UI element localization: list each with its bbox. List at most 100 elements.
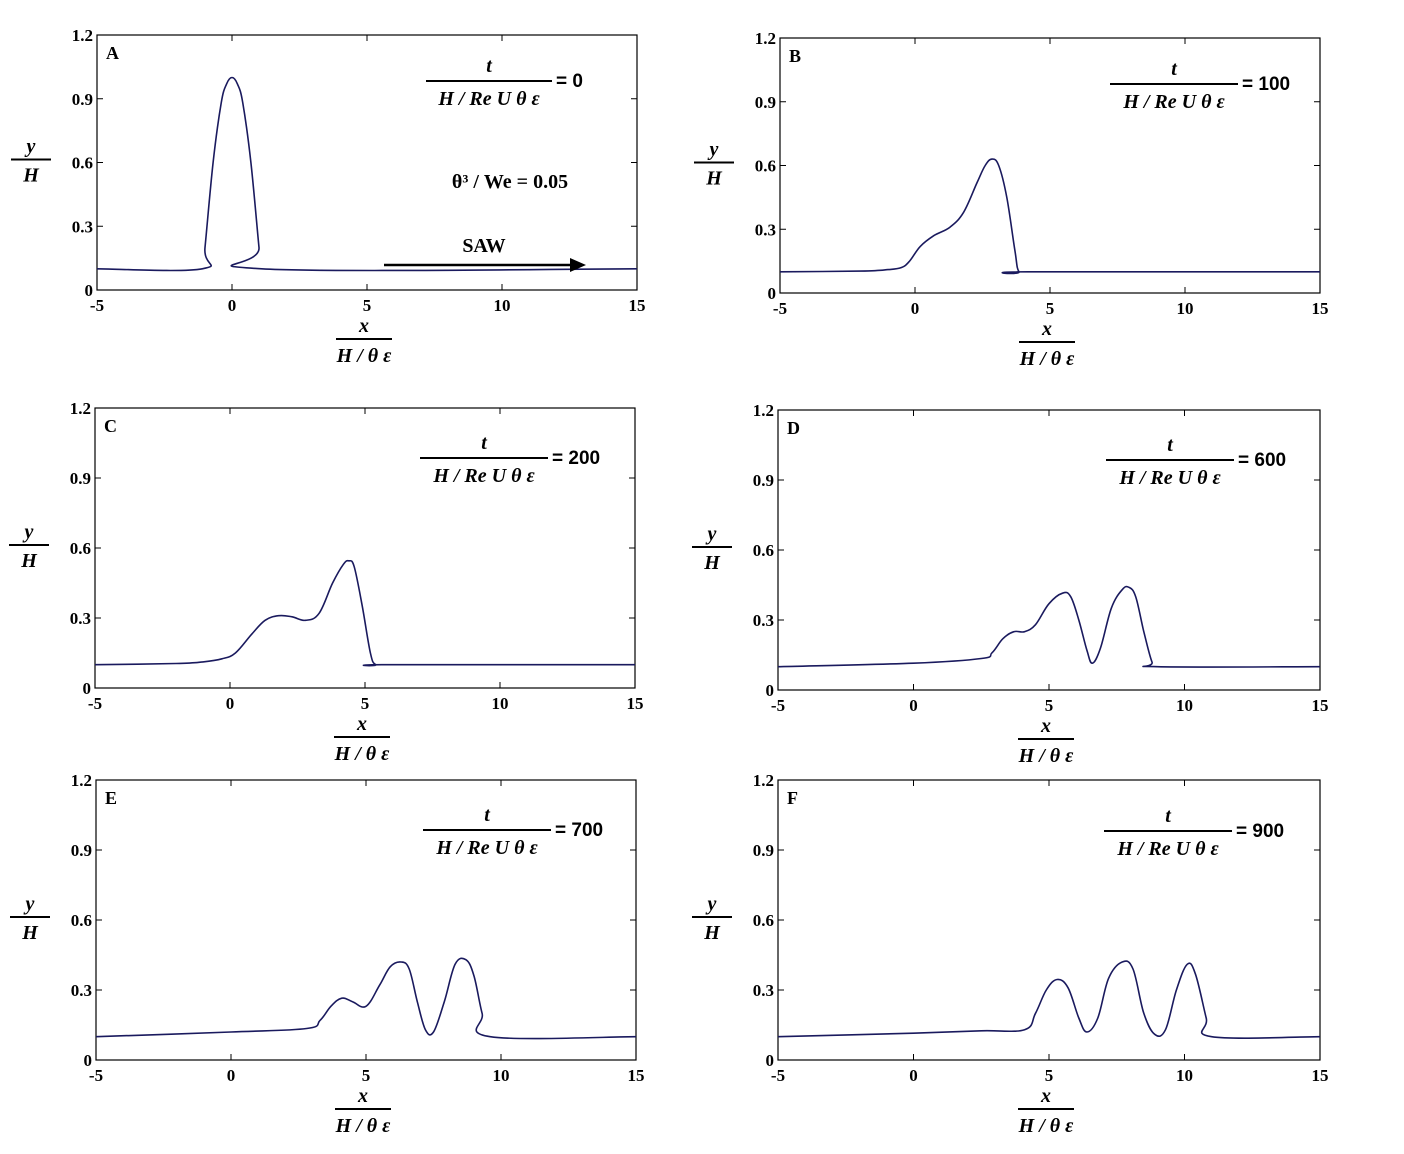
y-tick-label: 0.6 xyxy=(71,911,92,930)
x-tick-label: 15 xyxy=(627,694,644,713)
x-tick-label: -5 xyxy=(773,299,787,318)
x-tick-label: 10 xyxy=(1177,299,1194,318)
time-value: = 900 xyxy=(1236,821,1284,842)
y-axis-label-numerator: y xyxy=(708,139,719,161)
x-axis-label-denominator: H / θ ε xyxy=(1018,1115,1074,1137)
panel-letter: C xyxy=(104,416,117,436)
x-tick-label: 15 xyxy=(629,296,646,315)
x-tick-label: 0 xyxy=(226,694,235,713)
film-profile-line xyxy=(779,158,1320,275)
y-tick-label: 1.2 xyxy=(753,401,774,420)
x-tick-label: 15 xyxy=(628,1066,645,1085)
y-axis-label-denominator: H xyxy=(705,168,723,190)
film-profile-line xyxy=(777,585,1321,668)
x-tick-label: 15 xyxy=(1312,696,1329,715)
panel-letter: A xyxy=(106,43,119,63)
y-tick-label: 0 xyxy=(85,281,94,300)
x-tick-label: 5 xyxy=(363,296,372,315)
y-tick-label: 0.3 xyxy=(755,220,776,239)
y-tick-label: 0.9 xyxy=(755,93,776,112)
film-profile-line xyxy=(94,559,635,667)
y-tick-label: 0 xyxy=(766,1051,775,1070)
y-tick-label: 0.3 xyxy=(71,981,92,1000)
y-tick-label: 0 xyxy=(766,681,775,700)
x-tick-label: 0 xyxy=(909,696,918,715)
x-tick-label: 10 xyxy=(1176,696,1193,715)
x-axis-label-denominator: H / θ ε xyxy=(1018,745,1074,767)
time-value: = 100 xyxy=(1242,74,1290,95)
x-tick-label: 5 xyxy=(1045,1066,1054,1085)
y-axis-label-denominator: H xyxy=(20,550,38,572)
y-axis-label-numerator: y xyxy=(25,136,36,158)
x-tick-label: 0 xyxy=(911,299,920,318)
x-tick-label: 0 xyxy=(909,1066,918,1085)
time-value: = 0 xyxy=(556,71,583,92)
saw-label: SAW xyxy=(462,235,505,257)
time-label-denominator: H / Re U θ ε xyxy=(437,88,540,110)
y-axis-label-numerator: y xyxy=(706,523,717,545)
y-tick-label: 0.9 xyxy=(71,841,92,860)
time-label-denominator: H / Re U θ ε xyxy=(1118,467,1221,489)
y-axis-label-denominator: H xyxy=(703,922,721,944)
x-tick-label: 0 xyxy=(228,296,237,315)
x-axis-label-denominator: H / θ ε xyxy=(335,1115,391,1137)
x-axis-label-denominator: H / θ ε xyxy=(336,345,392,367)
time-value: = 200 xyxy=(552,448,600,469)
x-axis-label-denominator: H / θ ε xyxy=(334,743,390,765)
y-axis-label-denominator: H xyxy=(703,552,721,574)
time-label-numerator: t xyxy=(486,55,493,77)
panel-letter: B xyxy=(789,46,801,66)
time-label-numerator: t xyxy=(481,432,488,454)
plot-frame xyxy=(779,37,1321,294)
y-tick-label: 0.3 xyxy=(753,611,774,630)
y-tick-label: 0.6 xyxy=(70,539,91,558)
saw-arrow-head-icon xyxy=(570,258,586,272)
x-tick-label: 10 xyxy=(493,1066,510,1085)
y-tick-label: 0.3 xyxy=(753,981,774,1000)
y-tick-label: 0 xyxy=(84,1051,93,1070)
y-axis-label-denominator: H xyxy=(21,922,39,944)
x-axis-label-denominator: H / θ ε xyxy=(1019,348,1075,370)
y-tick-label: 1.2 xyxy=(755,29,776,48)
x-axis-label-numerator: x xyxy=(358,315,369,337)
x-tick-label: 5 xyxy=(361,694,370,713)
x-tick-label: 5 xyxy=(1046,299,1055,318)
time-label-denominator: H / Re U θ ε xyxy=(435,837,538,859)
panel-letter: D xyxy=(787,418,800,438)
x-tick-label: 15 xyxy=(1312,299,1329,318)
y-tick-label: 0.6 xyxy=(753,911,774,930)
x-axis-label-numerator: x xyxy=(357,1085,368,1107)
time-value: = 600 xyxy=(1238,450,1286,471)
y-tick-label: 0.6 xyxy=(755,157,776,176)
panel-letter: E xyxy=(105,788,117,808)
time-label-denominator: H / Re U θ ε xyxy=(1116,838,1219,860)
y-tick-label: 1.2 xyxy=(72,26,93,45)
y-tick-label: 0.9 xyxy=(70,469,91,488)
y-axis-label-numerator: y xyxy=(23,521,34,543)
y-tick-label: 0 xyxy=(768,284,777,303)
time-label-numerator: t xyxy=(1167,434,1174,456)
parameter-annotation: θ³ / We = 0.05 xyxy=(452,171,568,193)
y-tick-label: 0 xyxy=(83,679,92,698)
y-axis-label-numerator: y xyxy=(706,893,717,915)
time-label-numerator: t xyxy=(484,804,491,826)
film-profile-line xyxy=(777,960,1321,1039)
x-tick-label: 10 xyxy=(494,296,511,315)
film-profile-line xyxy=(96,76,638,272)
x-tick-label: 10 xyxy=(492,694,509,713)
x-axis-label-numerator: x xyxy=(1040,715,1051,737)
x-tick-label: -5 xyxy=(771,696,785,715)
y-tick-label: 0.9 xyxy=(753,841,774,860)
y-tick-label: 1.2 xyxy=(70,399,91,418)
time-label-numerator: t xyxy=(1171,58,1178,80)
y-tick-label: 0.3 xyxy=(72,217,93,236)
y-axis-label-numerator: y xyxy=(24,893,35,915)
x-tick-label: 10 xyxy=(1176,1066,1193,1085)
panel-letter: F xyxy=(787,788,798,808)
x-tick-label: -5 xyxy=(90,296,104,315)
y-axis-label-denominator: H xyxy=(22,165,40,187)
